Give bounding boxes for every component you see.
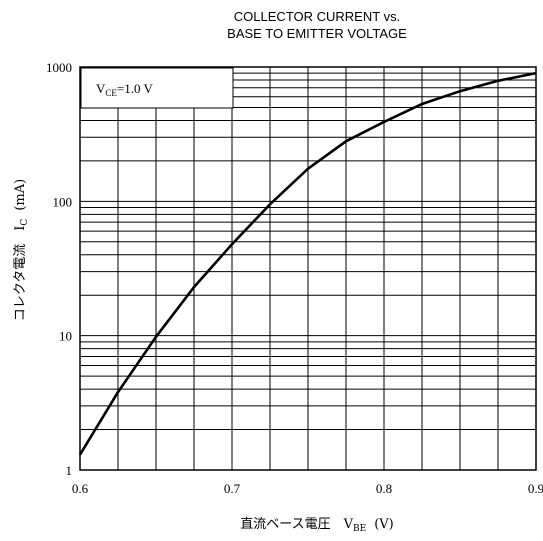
y-tick-label: 1: [66, 463, 73, 478]
y-axis-label-main: コレクタ電流 I: [13, 226, 28, 322]
grid: [80, 67, 536, 470]
x-tick-label: 0.8: [376, 481, 392, 496]
annotation-background: [80, 67, 234, 109]
x-axis-label-main: 直流ベース電圧 V: [240, 517, 353, 532]
annotation-label: VCE=1.0 V: [96, 81, 154, 98]
annotation-subscript: CE: [105, 88, 117, 98]
chart-title-line-2: BASE TO EMITTER VOLTAGE: [227, 26, 407, 41]
tick-labels: 0.6 0.7 0.8 0.9 1 10 100 1000: [46, 60, 543, 496]
x-axis-label: 直流ベース電圧 VBE (V): [240, 517, 393, 534]
x-tick-label: 0.6: [72, 481, 89, 496]
x-tick-label: 0.7: [224, 481, 241, 496]
y-tick-label: 10: [59, 329, 72, 344]
annotation-suffix: =1.0 V: [117, 81, 154, 96]
y-axis-label-subscript: C: [20, 219, 30, 226]
y-tick-label: 100: [53, 194, 73, 209]
plot-frame: [79, 66, 537, 471]
series-layer: [78, 71, 537, 456]
series-line: [78, 71, 537, 456]
chart-title-line-1: COLLECTOR CURRENT vs.: [234, 9, 400, 24]
x-axis-label-subscript: BE: [353, 524, 366, 534]
x-tick-label: 0.9: [528, 481, 543, 496]
y-tick-label: 1000: [46, 60, 72, 75]
y-axis-label-unit: (mA): [13, 179, 28, 211]
y-axis-label: コレクタ電流 IC (mA): [13, 179, 30, 321]
annotation-box: VCE=1.0 V: [80, 67, 234, 109]
annotation-prefix: V: [96, 81, 106, 96]
x-axis-label-unit: (V): [374, 517, 394, 532]
